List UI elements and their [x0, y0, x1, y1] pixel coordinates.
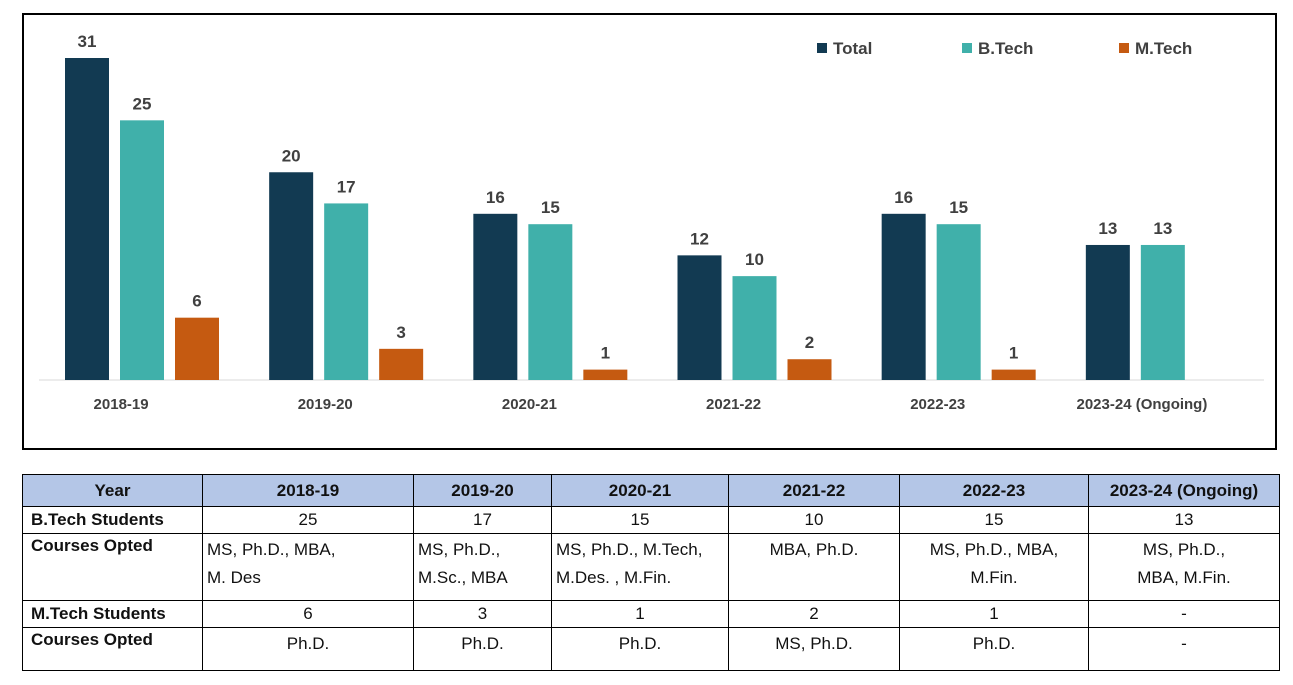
x-tick-label: 2018-19: [94, 396, 149, 413]
header-year-cell: 2020-21: [551, 474, 729, 507]
row-label: B.Tech Students: [22, 506, 203, 534]
data-label: 12: [690, 229, 709, 248]
legend-swatch-btech: [962, 43, 972, 53]
table-row: Courses Opted MS, Ph.D., MBA, M. Des MS,…: [22, 533, 1280, 601]
table-cell: 2: [728, 600, 900, 628]
chart-container: 31 25 6 2018-19 20 17 3 2019-20 16 15 1 2020-21 12 10…: [22, 13, 1277, 450]
table-cell: Ph.D.: [202, 627, 414, 671]
data-label: 1: [601, 344, 610, 363]
table-cell: 6: [202, 600, 414, 628]
table-cell: Ph.D.: [413, 627, 552, 671]
x-tick-label: 2021-22: [706, 396, 761, 413]
header-year-cell: 2019-20: [413, 474, 552, 507]
summary-table: Year 2018-19 2019-20 2020-21 2021-22 202…: [22, 474, 1280, 671]
bar-btech: [120, 120, 164, 381]
table-cell: 25: [202, 506, 414, 534]
header-year-cell: 2018-19: [202, 474, 414, 507]
row-label: M.Tech Students: [22, 600, 203, 628]
data-label: 1: [1009, 344, 1018, 363]
table-header-row: Year 2018-19 2019-20 2020-21 2021-22 202…: [22, 474, 1280, 507]
table-cell: MS, Ph.D., MBA, M.Fin.: [899, 533, 1089, 601]
table-cell: 1: [551, 600, 729, 628]
table-cell: 1: [899, 600, 1089, 628]
table-row: M.Tech Students 6 3 1 2 1 -: [22, 600, 1280, 628]
data-label: 31: [78, 32, 97, 51]
data-label: 20: [282, 146, 301, 165]
bar-mtech: [583, 369, 628, 380]
header-year-cell: 2022-23: [899, 474, 1089, 507]
data-label: 13: [1098, 219, 1117, 238]
table-cell: -: [1088, 600, 1280, 628]
data-label: 13: [1153, 219, 1172, 238]
bar-mtech: [379, 348, 424, 380]
header-year: Year: [22, 474, 203, 507]
bar-btech: [936, 224, 981, 380]
table-cell: 3: [413, 600, 552, 628]
table-cell: Ph.D.: [899, 627, 1089, 671]
table-cell: Ph.D.: [551, 627, 729, 671]
bar-total: [473, 213, 518, 380]
bar-btech: [324, 203, 369, 380]
bar-mtech: [991, 369, 1036, 380]
row-label: Courses Opted: [22, 627, 203, 671]
bar-chart: 312562018-19201732019-20161512020-211210…: [39, 32, 1264, 413]
x-tick-label: 2019-20: [298, 396, 353, 413]
bar-btech: [1140, 244, 1185, 380]
table-cell: 15: [551, 506, 729, 534]
legend-label-btech: B.Tech: [978, 39, 1033, 58]
data-label: 16: [486, 188, 505, 207]
x-tick-label: 2023-24 (Ongoing): [1076, 396, 1207, 413]
legend-swatch-mtech: [1119, 43, 1129, 53]
table-cell: MBA, Ph.D.: [728, 533, 900, 601]
row-label: Courses Opted: [22, 533, 203, 601]
table-cell: MS, Ph.D., MBA, M. Des: [202, 533, 414, 601]
table-cell: MS, Ph.D., M.Sc., MBA: [413, 533, 552, 601]
table-cell: MS, Ph.D., M.Tech, M.Des. , M.Fin.: [551, 533, 729, 601]
table-row: B.Tech Students 25 17 15 10 15 13: [22, 506, 1280, 534]
legend-swatch-total: [817, 43, 827, 53]
bar-total: [881, 213, 926, 380]
bar-btech: [528, 224, 573, 380]
table-cell: 17: [413, 506, 552, 534]
table-cell: 15: [899, 506, 1089, 534]
table-row: Courses Opted Ph.D. Ph.D. Ph.D. MS, Ph.D…: [22, 627, 1280, 671]
table-cell: -: [1088, 627, 1280, 671]
header-year-cell: 2021-22: [728, 474, 900, 507]
data-label: 25: [133, 94, 152, 113]
bar-mtech: [787, 359, 832, 380]
data-label: 17: [337, 177, 356, 196]
data-label: 16: [894, 188, 913, 207]
data-label: 2: [805, 333, 814, 352]
x-tick-label: 2020-21: [502, 396, 557, 413]
bar-total: [269, 172, 314, 380]
table-cell: 13: [1088, 506, 1280, 534]
table-cell: MS, Ph.D.: [728, 627, 900, 671]
data-label: 15: [541, 198, 560, 217]
bar-btech: [732, 276, 777, 380]
table-cell: 10: [728, 506, 900, 534]
bar-mtech: [175, 317, 219, 380]
data-label: 6: [192, 292, 201, 311]
legend-label-total: Total: [833, 39, 872, 58]
legend-label-mtech: M.Tech: [1135, 39, 1192, 58]
data-label: 15: [949, 198, 968, 217]
bar-total: [65, 58, 109, 380]
bar-total: [1085, 244, 1130, 380]
bar-total: [677, 255, 722, 380]
header-year-cell: 2023-24 (Ongoing): [1088, 474, 1280, 507]
data-label: 3: [396, 323, 405, 342]
table-cell: MS, Ph.D., MBA, M.Fin.: [1088, 533, 1280, 601]
data-label: 10: [745, 250, 764, 269]
x-tick-label: 2022-23: [910, 396, 965, 413]
